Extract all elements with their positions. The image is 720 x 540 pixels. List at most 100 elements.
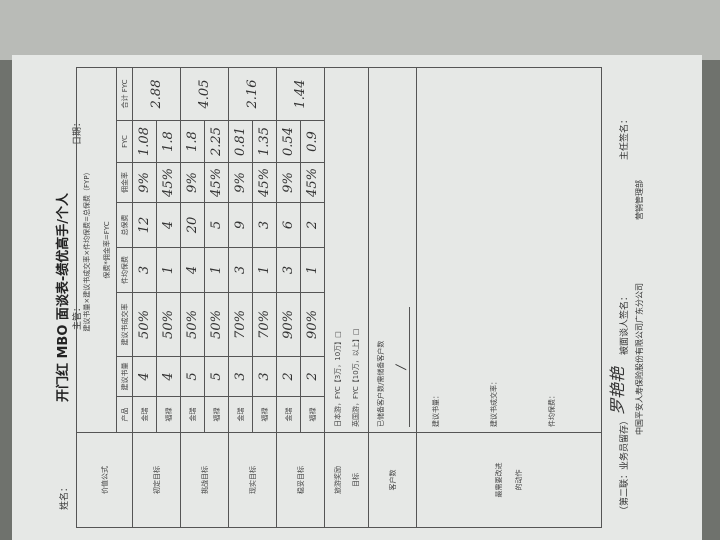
form-title: 开门红 MBO 面谈表-绩优高手/个人 xyxy=(56,192,71,403)
company-name: 中国平安人寿保险股份有限公司广东分公司 xyxy=(635,283,644,435)
formula-label: 价值公式 xyxy=(76,432,133,528)
travel-label-2: 目标 xyxy=(351,473,360,487)
column-header: 件均保费 xyxy=(116,247,133,293)
improve-item[interactable]: 件均保费： xyxy=(548,392,556,427)
supervisor-sign-label: 主任签名： xyxy=(620,114,630,160)
total-fyc: 2.16 xyxy=(228,67,277,121)
travel-option-japan[interactable]: 日本游，FYC【3万，10万】□ xyxy=(333,331,342,427)
value-cell: 50% xyxy=(180,292,205,357)
clients-cell: 已储备客户数/需储备客户数 / xyxy=(368,67,417,433)
column-header: 总保费 xyxy=(116,202,133,248)
column-header: FYC xyxy=(116,120,133,163)
value-cell: 90% xyxy=(300,292,325,357)
value-cell: 1.35 xyxy=(252,120,277,163)
improve-label-2: 的动作 xyxy=(515,469,523,491)
value-cell: 9% xyxy=(180,162,205,203)
value-cell: 4 xyxy=(156,202,181,248)
improve-row: 最需要改进 的动作 建议书量： 建议书成交率： 件均保费： xyxy=(416,67,602,528)
value-cell: 3 xyxy=(132,247,157,293)
value-cell: 70% xyxy=(228,292,253,357)
value-cell: 3 xyxy=(228,356,253,397)
value-cell: 9% xyxy=(132,162,157,203)
value-cell: 3 xyxy=(228,247,253,293)
value-cell: 20 xyxy=(180,202,205,248)
column-header: 合计 FYC xyxy=(116,67,133,121)
travel-options: 日本游，FYC【3万，10万】□ 英国游，FYC【10万，以上】□ xyxy=(324,67,369,433)
department: 营销管理部 xyxy=(635,180,644,220)
mbo-form-paper: 开门红 MBO 面谈表-绩优高手/个人 姓名： 主管： 日期： 价值公式 建议书… xyxy=(12,55,702,540)
column-header: 产品 xyxy=(116,396,133,433)
value-cell: 50% xyxy=(156,292,181,357)
value-cell: 45% xyxy=(300,162,325,203)
background xyxy=(0,0,720,60)
value-cell: 90% xyxy=(276,292,301,357)
formula-line-2: 保费*佣金率=FYC xyxy=(102,221,111,279)
value-cell: 4 xyxy=(156,356,181,397)
column-header: 佣金率 xyxy=(116,162,133,203)
value-cell: 50% xyxy=(204,292,229,357)
product-cell: 福禄 xyxy=(252,396,277,433)
product-cell: 金瑞 xyxy=(132,396,157,433)
product-cell: 金瑞 xyxy=(276,396,301,433)
value-cell: 1 xyxy=(300,247,325,293)
product-cell: 福禄 xyxy=(156,396,181,433)
value-cell: 2 xyxy=(300,202,325,248)
value-cell: 2.25 xyxy=(204,120,229,163)
formula-text: 建议书量×建议书成交率×件均保费=总保费（FYP） 保费*佣金率=FYC xyxy=(76,67,117,433)
value-cell: 4 xyxy=(132,356,157,397)
value-cell: 2 xyxy=(300,356,325,397)
value-cell: 70% xyxy=(252,292,277,357)
total-fyc: 1.44 xyxy=(276,67,325,121)
travel-row: 旅游奖励 目标 日本游，FYC【3万，10万】□ 英国游，FYC【10万，以上】□ xyxy=(324,67,369,528)
value-cell: 3 xyxy=(276,247,301,293)
improve-cell: 建议书量： 建议书成交率： 件均保费： xyxy=(416,67,602,433)
total-fyc: 2.88 xyxy=(132,67,181,121)
value-cell: 0.54 xyxy=(276,120,301,163)
clients-text: 已储备客户数/需储备客户数 xyxy=(376,340,385,427)
product-cell: 金瑞 xyxy=(228,396,253,433)
product-cell: 福禄 xyxy=(300,396,325,433)
value-cell: 5 xyxy=(204,202,229,248)
table-row: 现实目标 金瑞 3 70% 3 9 9% 0.81 2.16 xyxy=(228,67,277,528)
target-label: 现实目标 xyxy=(228,432,277,528)
mbo-table: 价值公式 建议书量×建议书成交率×件均保费=总保费（FYP） 保费*佣金率=FY… xyxy=(76,67,602,528)
target-label: 稳妥目标 xyxy=(276,432,325,528)
value-cell: 45% xyxy=(252,162,277,203)
value-cell: 50% xyxy=(132,292,157,357)
clients-value[interactable]: / xyxy=(393,307,410,427)
table-row: 初定目标 金瑞 4 50% 3 12 9% 1.08 2.88 xyxy=(132,67,181,528)
improve-label: 最需要改进 的动作 xyxy=(416,432,602,528)
clients-row: 客户数 已储备客户数/需储备客户数 / xyxy=(368,67,417,528)
name-label: 姓名： xyxy=(60,482,70,510)
table-row: 稳妥目标 金瑞 2 90% 3 6 9% 0.54 1.44 xyxy=(276,67,325,528)
formula-line-1: 建议书量×建议书成交率×件均保费=总保费（FYP） xyxy=(82,168,91,332)
product-cell: 金瑞 xyxy=(180,396,205,433)
improve-item[interactable]: 建议书量： xyxy=(432,392,440,427)
travel-label-1: 旅游奖励 xyxy=(333,466,342,494)
value-cell: 9 xyxy=(228,202,253,248)
table-row: 挑战目标 金瑞 5 50% 4 20 9% 1.8 4.05 xyxy=(180,67,229,528)
value-cell: 0.9 xyxy=(300,120,325,163)
improve-label-1: 最需要改进 xyxy=(495,462,503,498)
target-label: 挑战目标 xyxy=(180,432,229,528)
value-cell: 2 xyxy=(276,356,301,397)
value-cell: 9% xyxy=(276,162,301,203)
improve-item[interactable]: 建议书成交率： xyxy=(490,378,498,427)
target-label: 初定目标 xyxy=(132,432,181,528)
value-cell: 6 xyxy=(276,202,301,248)
value-cell: 0.81 xyxy=(228,120,253,163)
value-cell: 4 xyxy=(180,247,205,293)
interviewee-sign-label: 被面谈人签名： xyxy=(620,291,630,355)
value-cell: 5 xyxy=(204,356,229,397)
value-cell: 1 xyxy=(252,247,277,293)
column-header: 建议书量 xyxy=(116,356,133,397)
value-cell: 1 xyxy=(156,247,181,293)
travel-option-uk[interactable]: 英国游，FYC【10万，以上】□ xyxy=(351,328,360,427)
value-cell: 5 xyxy=(180,356,205,397)
value-cell: 45% xyxy=(156,162,181,203)
travel-label: 旅游奖励 目标 xyxy=(324,432,369,528)
value-cell: 45% xyxy=(204,162,229,203)
product-cell: 福禄 xyxy=(204,396,229,433)
copy-label: （第二联：业务员留存） xyxy=(620,415,630,515)
clients-label: 客户数 xyxy=(368,432,417,528)
